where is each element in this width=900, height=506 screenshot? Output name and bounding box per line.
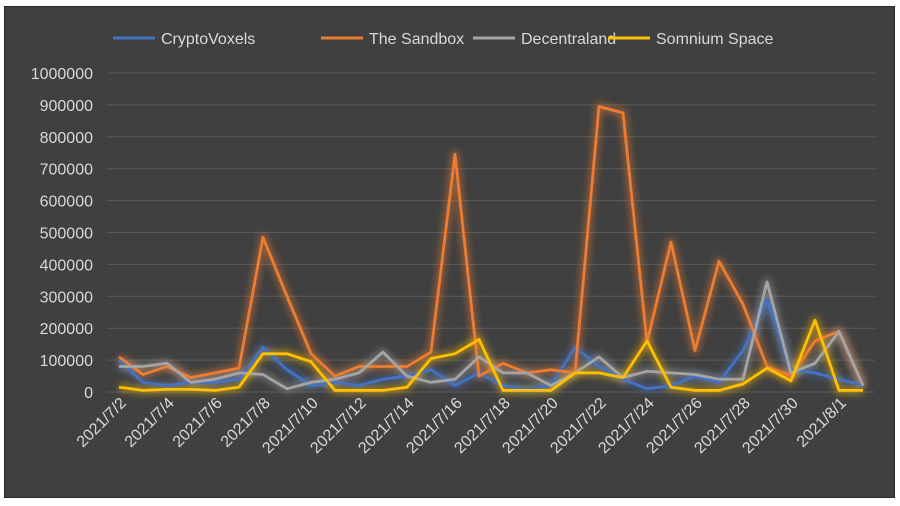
legend-label: CryptoVoxels xyxy=(161,31,255,48)
legend-label: The Sandbox xyxy=(369,31,464,48)
y-tick-label: 600000 xyxy=(40,194,93,211)
chart-frame xyxy=(4,6,895,498)
series-line-somnium-space xyxy=(118,318,863,392)
legend-item: The Sandbox xyxy=(321,31,464,48)
y-tick-label: 800000 xyxy=(40,130,93,147)
y-tick-label: 700000 xyxy=(40,162,93,179)
y-tick-label: 1000000 xyxy=(31,66,93,83)
y-tick-label: 900000 xyxy=(40,98,93,115)
y-tick-label: 0 xyxy=(84,385,93,402)
y-tick-label: 500000 xyxy=(40,226,93,243)
legend-item: Decentraland xyxy=(473,31,616,48)
x-tick-label: 2021/8/1 xyxy=(794,395,850,451)
x-tick-label: 2021/7/4 xyxy=(122,395,178,451)
legend-label: Decentraland xyxy=(521,31,616,48)
x-tick-label: 2021/7/6 xyxy=(170,395,226,451)
series-line-the-sandbox xyxy=(118,105,865,387)
legend-label: Somnium Space xyxy=(656,31,773,48)
legend-item: CryptoVoxels xyxy=(113,31,255,48)
y-tick-label: 100000 xyxy=(40,353,93,370)
y-tick-label: 200000 xyxy=(40,321,93,338)
y-tick-label: 400000 xyxy=(40,257,93,274)
y-tick-label: 300000 xyxy=(40,289,93,306)
legend-item: Somnium Space xyxy=(608,31,773,48)
x-tick-label: 2021/7/2 xyxy=(74,395,130,451)
